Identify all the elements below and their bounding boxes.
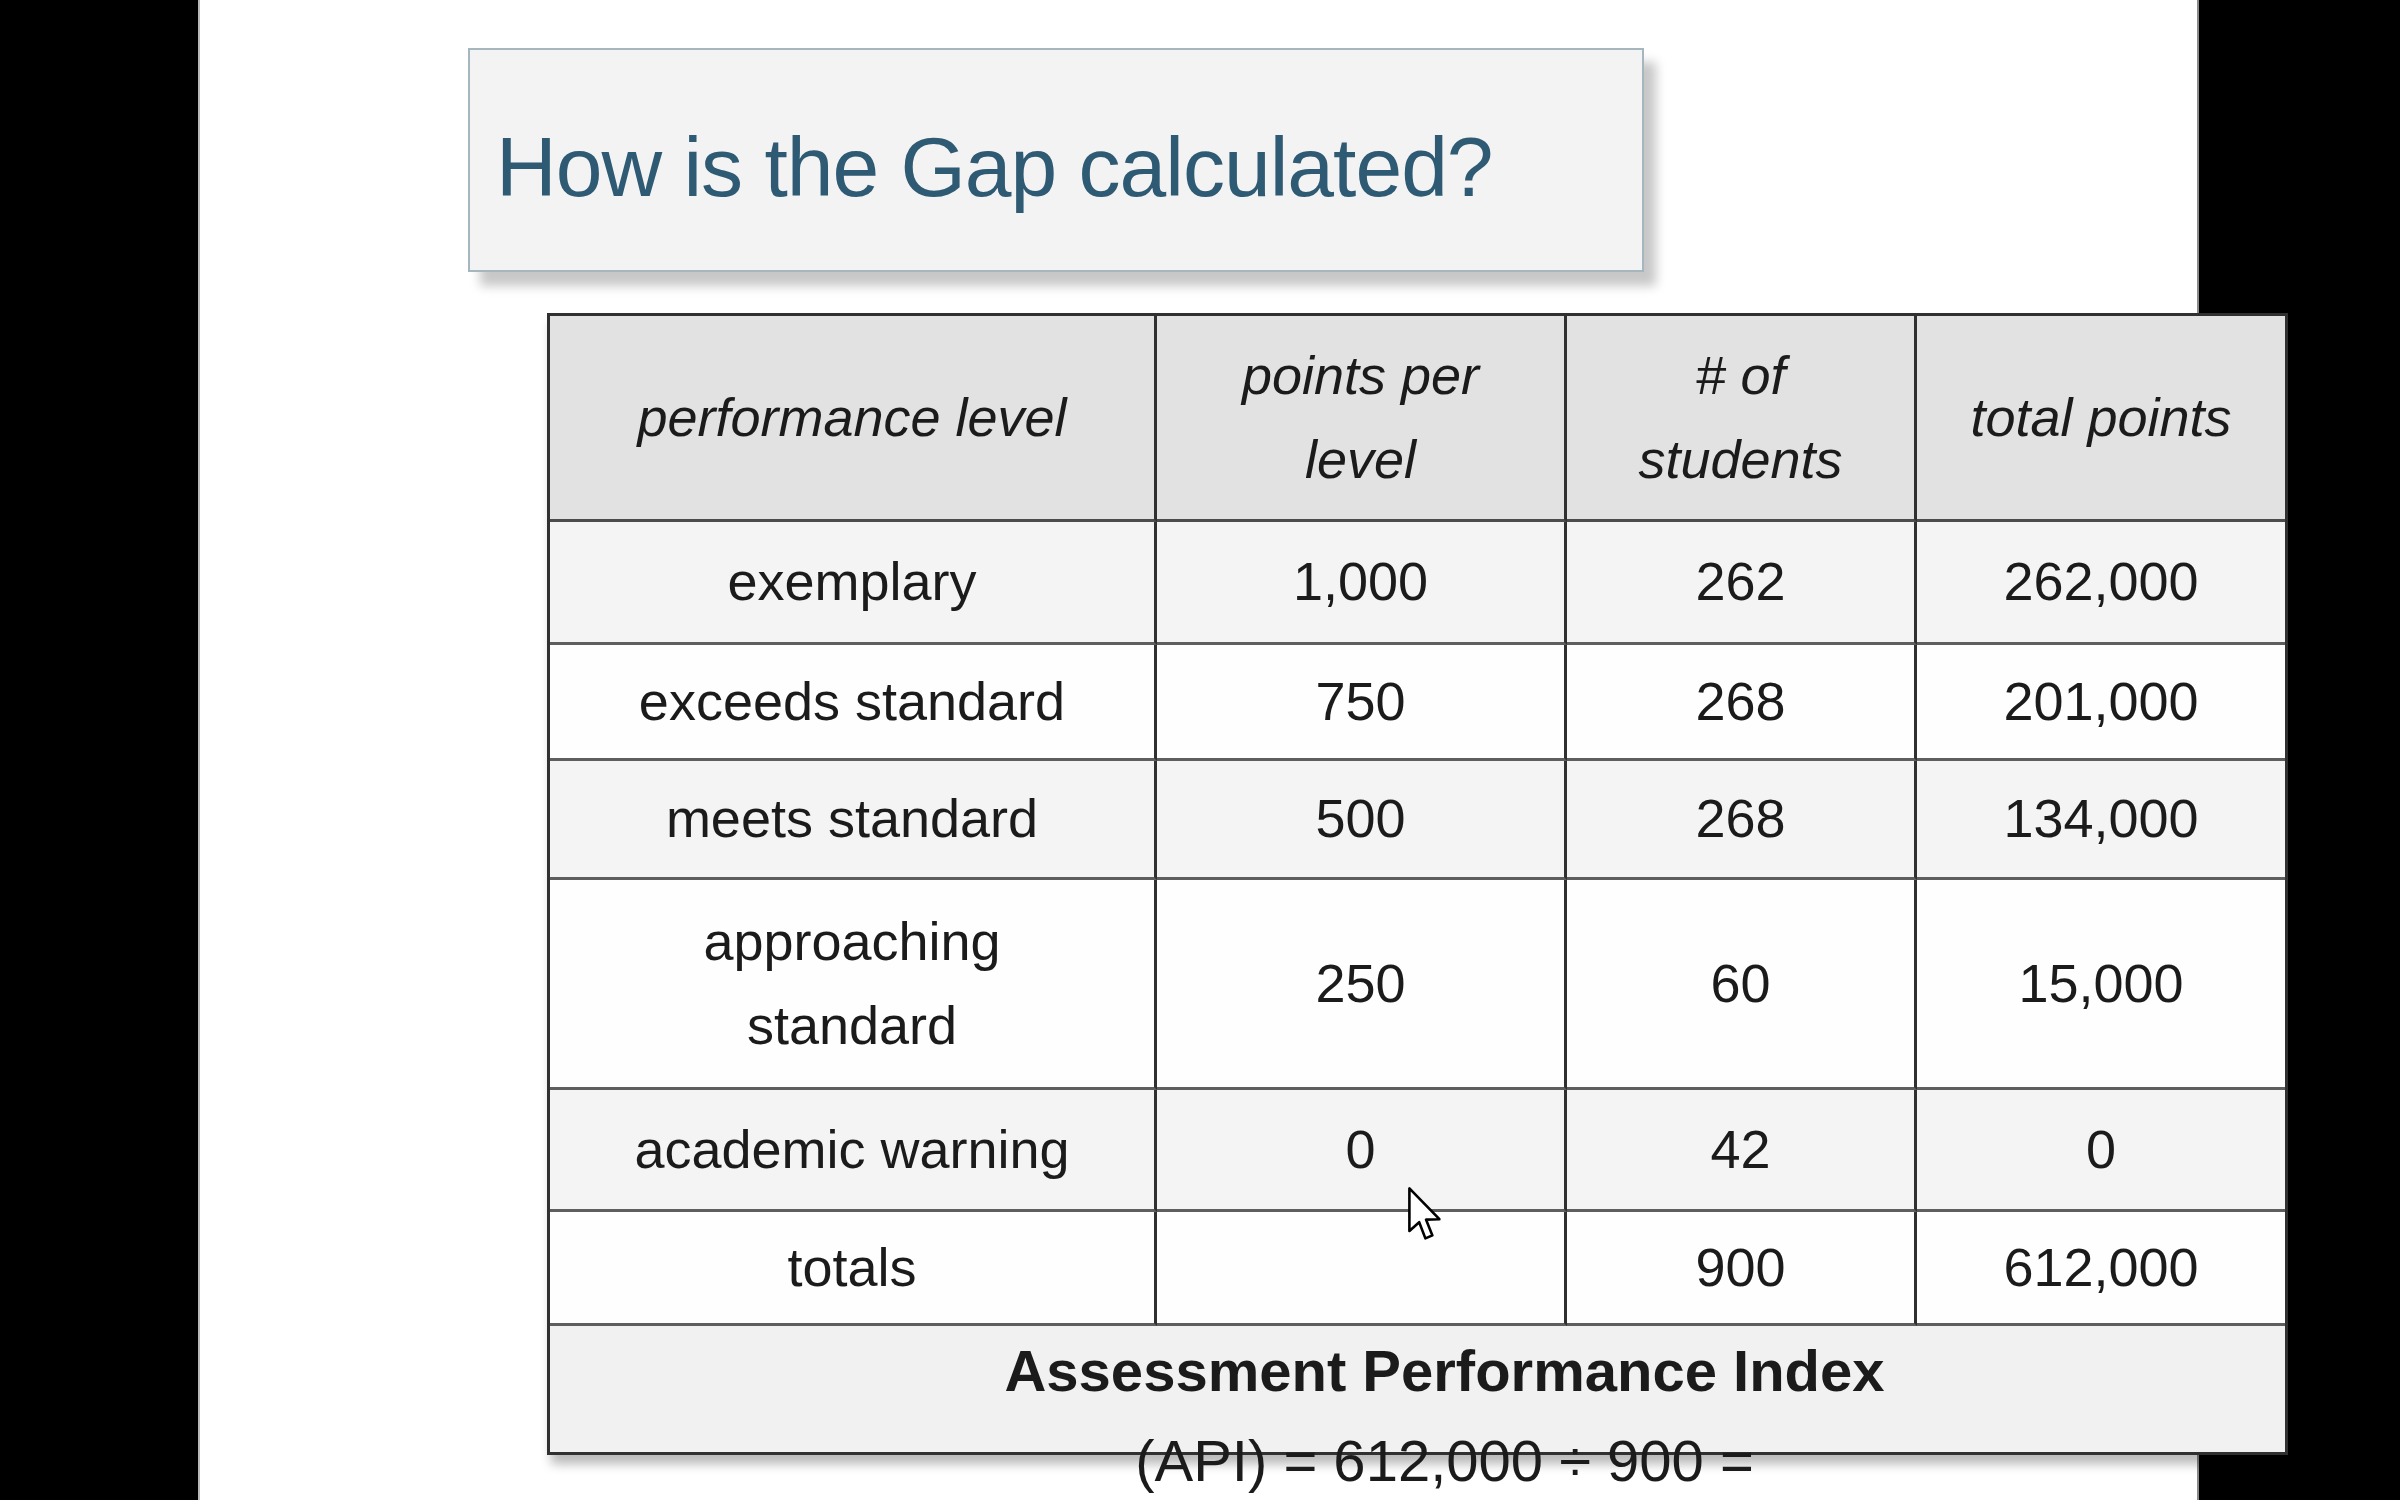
cell-total-totals: 612,000 [1917,1212,2285,1326]
api-formula-row: Assessment Performance Index (API) = 612… [550,1326,2285,1452]
cell-points-approaching-standard: 250 [1157,880,1567,1090]
cell-text: exceeds standard [639,660,1065,744]
cell-level-exemplary: exemplary [550,522,1157,645]
column-header-performance-level: performance level [550,316,1157,522]
cell-level-academic-warning: academic warning [550,1090,1157,1212]
cell-level-approaching-standard: approaching standard [550,880,1157,1090]
slide-canvas: How is the Gap calculated? performance l… [198,0,2199,1500]
cell-text: exemplary [727,540,976,624]
cell-total-exceeds-standard: 201,000 [1917,645,2285,761]
column-header-points-per-level: points per level [1157,316,1567,522]
cell-text: academic warning [634,1108,1069,1192]
api-formula-middle: (API) = 612,000 ÷ 900 = [1119,1416,1770,1500]
page-title: How is the Gap calculated? [470,105,1493,216]
cell-students-academic-warning: 42 [1567,1090,1917,1212]
cell-total-academic-warning: 0 [1917,1090,2285,1212]
cell-level-meets-standard: meets standard [550,761,1157,880]
api-calculation-table: performance level points per level # of … [547,313,2288,1455]
cell-students-totals: 900 [1567,1212,1917,1326]
slide-title-box: How is the Gap calculated? [468,48,1644,272]
cell-students-exceeds-standard: 268 [1567,645,1917,761]
screen: How is the Gap calculated? performance l… [0,0,2400,1500]
cell-text: totals [787,1226,916,1310]
cell-level-totals: totals [550,1212,1157,1326]
cell-students-meets-standard: 268 [1567,761,1917,880]
cell-total-exemplary: 262,000 [1917,522,2285,645]
cell-points-exceeds-standard: 750 [1157,645,1567,761]
header-line: total points [1970,376,2231,460]
cell-text: approaching [703,900,1000,984]
cell-points-totals [1157,1212,1567,1326]
cell-total-approaching-standard: 15,000 [1917,880,2285,1090]
api-formula-bold-prefix: Assessment Performance Index [1004,1326,1884,1416]
header-line: performance level [637,376,1066,460]
cell-total-meets-standard: 134,000 [1917,761,2285,880]
cell-text: meets standard [666,777,1038,861]
header-line: students [1638,418,1842,502]
cell-points-exemplary: 1,000 [1157,522,1567,645]
header-line: # of [1695,334,1785,418]
column-header-num-students: # of students [1567,316,1917,522]
header-line: level [1305,418,1416,502]
cell-students-approaching-standard: 60 [1567,880,1917,1090]
cell-points-academic-warning: 0 [1157,1090,1567,1212]
header-line: points per [1242,334,1479,418]
cell-students-exemplary: 262 [1567,522,1917,645]
cell-text: standard [747,984,957,1068]
cell-points-meets-standard: 500 [1157,761,1567,880]
cell-level-exceeds-standard: exceeds standard [550,645,1157,761]
column-header-total-points: total points [1917,316,2285,522]
